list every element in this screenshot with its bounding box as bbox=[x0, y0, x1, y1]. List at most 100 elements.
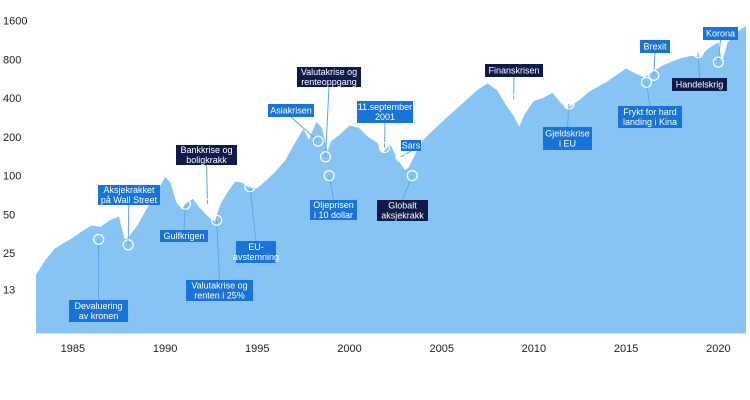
y-tick-label: 200 bbox=[3, 132, 21, 144]
annotation-label: i EU bbox=[559, 139, 576, 149]
y-tick-label: 25 bbox=[3, 248, 15, 260]
annotation-box bbox=[268, 104, 314, 117]
annotation-marker bbox=[378, 141, 391, 154]
annotation-marker bbox=[395, 151, 407, 163]
y-tick-label: 800 bbox=[3, 54, 21, 66]
annotation-callout: EU-avstemning bbox=[233, 181, 279, 263]
annotation-leader bbox=[645, 82, 651, 107]
x-tick-label: 1985 bbox=[61, 343, 85, 355]
annotation-leader bbox=[216, 220, 220, 281]
annotation-label: aksjekrakk bbox=[381, 211, 424, 221]
y-tick-label: 13 bbox=[3, 285, 15, 297]
annotation-leader bbox=[400, 150, 412, 158]
annotation-marker bbox=[692, 47, 704, 59]
annotation-marker bbox=[93, 233, 105, 245]
x-tick-label: 2000 bbox=[337, 343, 361, 355]
annotation-label: Oljeprisen bbox=[313, 200, 354, 210]
annotation-label: Gulfkrigen bbox=[163, 231, 204, 241]
annotation-box bbox=[98, 185, 160, 205]
annotation-label: Frykt for hard bbox=[623, 107, 677, 117]
annotation-label: Sars bbox=[402, 141, 421, 151]
index-area bbox=[36, 26, 746, 333]
annotation-leader bbox=[328, 175, 334, 201]
annotation-callout: Finanskrisen bbox=[485, 64, 543, 106]
annotation-box bbox=[310, 200, 357, 220]
annotation-label: Handelskrig bbox=[676, 80, 724, 90]
annotation-label: 11.september bbox=[358, 102, 412, 112]
annotation-label: Gjeldskrise bbox=[545, 129, 590, 139]
annotation-marker bbox=[201, 198, 214, 210]
annotation-label: 2001 bbox=[375, 112, 395, 122]
annotation-marker bbox=[712, 56, 724, 68]
y-tick-label: 1600 bbox=[3, 15, 27, 27]
annotation-label: av kronen bbox=[79, 311, 119, 321]
annotation-box bbox=[640, 40, 670, 53]
annotation-label: på Wall Street bbox=[101, 195, 158, 205]
annotation-box bbox=[672, 78, 727, 91]
x-axis: 1985 1990 1995 2000 2005 2010 2015 2020 bbox=[61, 343, 731, 355]
y-tick-label: 400 bbox=[3, 93, 21, 105]
x-tick-label: 2020 bbox=[706, 343, 730, 355]
annotation-marker bbox=[179, 198, 191, 210]
annotation-marker bbox=[319, 151, 332, 163]
annotation-marker bbox=[323, 170, 335, 182]
annotation-label: i 10 dollar bbox=[314, 210, 353, 220]
annotation-label: renteoppgang bbox=[301, 77, 357, 87]
annotation-marker bbox=[640, 76, 653, 88]
x-tick-label: 2015 bbox=[614, 343, 638, 355]
annotation-label: Finanskrisen bbox=[488, 66, 539, 76]
annotation-leader bbox=[183, 204, 186, 231]
annotation-callout: Asiakrisen bbox=[268, 104, 324, 147]
annotation-box bbox=[543, 127, 592, 150]
annotation-box bbox=[236, 241, 276, 263]
annotation-label: renten i 25% bbox=[194, 291, 245, 301]
annotation-leader bbox=[653, 52, 656, 76]
annotation-marker bbox=[508, 93, 520, 106]
annotation-leader bbox=[290, 116, 319, 142]
annotation-callout: Sars bbox=[395, 140, 421, 163]
annotation-label: landing i Kina bbox=[623, 117, 677, 127]
annotation-marker bbox=[122, 239, 134, 251]
annotation-label: Valutakrise og bbox=[191, 281, 247, 291]
annotation-marker bbox=[244, 181, 256, 193]
annotation-leader bbox=[325, 86, 330, 157]
annotation-leader bbox=[249, 186, 257, 242]
annotation-label: Bankkrise og bbox=[180, 145, 232, 155]
annotation-box bbox=[176, 145, 237, 165]
annotation-label: Asiakrisen bbox=[270, 106, 312, 116]
annotation-callout: Korona bbox=[703, 27, 738, 68]
annotation-box bbox=[160, 230, 208, 242]
y-axis: 13 25 50 100 200 400 800 1600 bbox=[3, 15, 27, 296]
annotation-leader bbox=[567, 103, 570, 128]
annotation-box bbox=[401, 140, 421, 151]
annotation-leader bbox=[402, 175, 413, 201]
y-tick-label: 50 bbox=[3, 209, 15, 221]
annotation-label: Aksjekrakket bbox=[103, 185, 155, 195]
annotation-box bbox=[618, 106, 682, 128]
annotation-marker bbox=[563, 98, 575, 110]
annotation-callout: Brexit bbox=[640, 40, 670, 81]
annotation-box bbox=[485, 64, 543, 77]
annotation-box bbox=[703, 27, 738, 40]
x-tick-label: 1995 bbox=[245, 343, 269, 355]
annotation-marker bbox=[211, 214, 223, 226]
annotation-label: Korona bbox=[706, 29, 735, 39]
annotation-callout: Handelskrig bbox=[672, 47, 727, 91]
annotation-box bbox=[377, 200, 428, 221]
annotation-box bbox=[186, 280, 253, 301]
annotation-label: Devaluering bbox=[74, 301, 122, 311]
annotation-box bbox=[297, 67, 361, 87]
annotation-box bbox=[69, 300, 128, 322]
x-tick-label: 2010 bbox=[522, 343, 546, 355]
annotation-label: Valutakrise og bbox=[301, 67, 357, 77]
y-tick-label: 100 bbox=[3, 171, 21, 183]
